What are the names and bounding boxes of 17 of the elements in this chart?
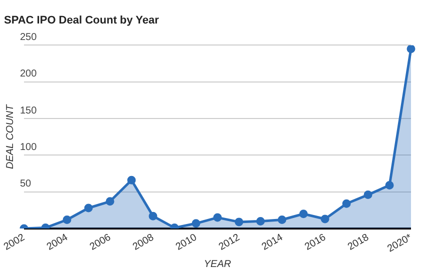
y-tick-label: 200 — [20, 68, 38, 80]
y-tick-label: 50 — [20, 178, 32, 190]
x-tick-label: 2008 — [131, 232, 156, 253]
x-axis-title: YEAR — [204, 258, 232, 270]
y-tick-label: 150 — [20, 105, 38, 116]
x-tick-label: 2018 — [346, 232, 372, 253]
y-axis-title: DEAL COUNT — [4, 104, 16, 170]
chart-title: SPAC IPO Deal Count by Year — [4, 14, 160, 27]
x-tick-label: 2004 — [45, 232, 70, 253]
x-tick-label: 2002 — [2, 232, 28, 253]
y-tick-label: 100 — [20, 142, 38, 153]
x-tick-label: 2014 — [260, 232, 286, 253]
x-tick-label: 2016 — [303, 232, 328, 253]
x-tick-label: 2006 — [88, 232, 114, 253]
x-tick-label: 2010 — [174, 232, 200, 253]
y-tick-label: 250 — [20, 32, 38, 43]
x-tick-label: 2012 — [217, 232, 242, 253]
